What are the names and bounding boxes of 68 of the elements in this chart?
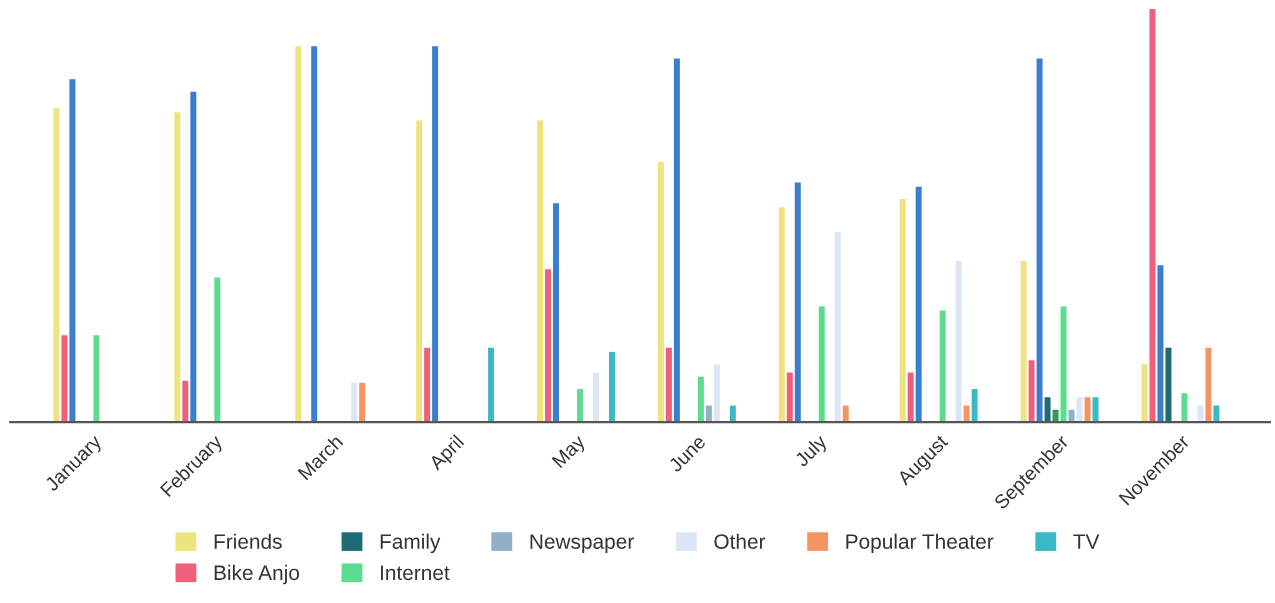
bar — [697, 376, 704, 423]
bar — [1060, 306, 1067, 423]
legend-label: Newspaper — [530, 534, 634, 554]
bar — [729, 405, 736, 423]
bar — [1165, 347, 1172, 423]
bar — [53, 108, 60, 423]
bar — [778, 207, 785, 423]
bar — [665, 347, 672, 423]
legend-label: Family — [380, 533, 441, 554]
bar — [705, 405, 712, 423]
bar — [93, 335, 100, 423]
bar — [608, 351, 615, 423]
bar — [214, 277, 221, 423]
bar — [1036, 58, 1043, 423]
bar — [182, 380, 189, 423]
bar — [657, 161, 664, 423]
bar — [673, 58, 680, 423]
bar — [1076, 397, 1083, 423]
bar — [955, 261, 962, 423]
bar — [1020, 261, 1027, 423]
bar — [1084, 397, 1091, 423]
bar — [713, 364, 720, 423]
legend-label: Friends — [214, 533, 282, 549]
bar — [1213, 405, 1220, 423]
bar — [190, 91, 197, 423]
bar — [1197, 405, 1204, 423]
bar — [416, 120, 423, 423]
bar — [1157, 265, 1164, 423]
bar — [351, 382, 358, 423]
bar — [432, 46, 439, 423]
bar — [1149, 9, 1156, 423]
legend-label: Popular Theater — [846, 533, 994, 554]
bar — [786, 372, 793, 423]
bar — [295, 46, 302, 423]
bar — [424, 347, 431, 423]
x-tick-label: May — [551, 433, 589, 471]
bar — [794, 182, 801, 423]
bar — [1181, 393, 1188, 423]
bar — [1141, 364, 1148, 423]
bar — [592, 372, 599, 423]
bar — [834, 232, 841, 423]
bar — [915, 186, 922, 423]
bar — [1205, 347, 1212, 423]
bar — [1028, 360, 1035, 423]
bar — [61, 335, 68, 423]
bar — [69, 79, 76, 423]
legend-label: Other — [714, 533, 766, 549]
bar — [842, 405, 849, 423]
bar — [963, 405, 970, 423]
legend-label: Internet — [380, 565, 450, 581]
legend-label: TV — [1073, 534, 1100, 549]
bar — [174, 112, 181, 423]
bar — [311, 46, 318, 423]
bar — [545, 269, 551, 423]
bar — [1092, 397, 1099, 423]
bar — [359, 382, 366, 423]
bar — [939, 310, 946, 423]
bar — [818, 306, 825, 423]
x-tick-label: July — [793, 433, 831, 471]
bar — [971, 389, 978, 423]
bar — [553, 203, 559, 423]
bar — [576, 389, 583, 423]
bar — [1044, 397, 1051, 423]
bar — [537, 120, 544, 423]
bar — [907, 372, 914, 423]
bar — [488, 347, 495, 423]
legend-label: Bike Anjo — [214, 564, 300, 585]
bar — [899, 199, 906, 423]
